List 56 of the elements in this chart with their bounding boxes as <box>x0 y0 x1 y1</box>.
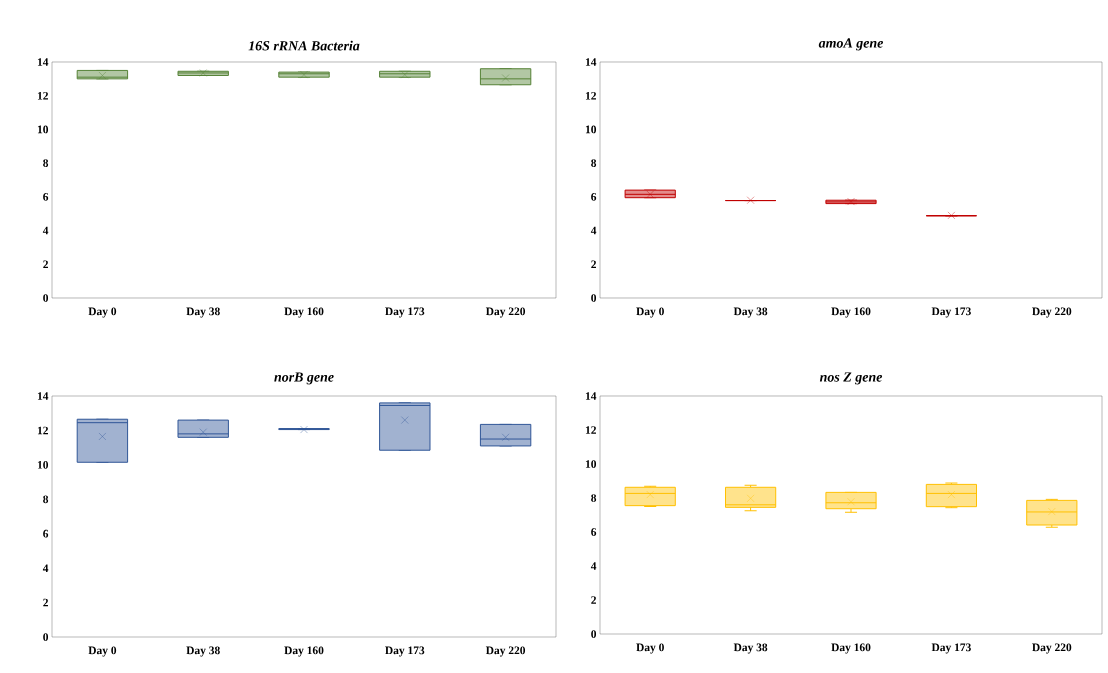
y-tick-label: 0 <box>591 630 597 638</box>
x-tick-label: Day 220 <box>1032 643 1072 654</box>
y-tick-label: 12 <box>37 91 48 100</box>
x-tick-label: Day 38 <box>733 643 768 654</box>
x-tick-label: Day 220 <box>485 646 526 657</box>
y-tick-label: 10 <box>37 461 49 469</box>
x-tick-label: Day 160 <box>284 646 324 657</box>
x-tick-label: Day 173 <box>385 307 425 318</box>
y-tick-label: 4 <box>590 226 597 235</box>
y-tick-label: 4 <box>42 564 49 572</box>
x-tick-label: Day 38 <box>186 307 220 318</box>
y-tick-label: 12 <box>585 91 596 100</box>
x-tick-label: Day 173 <box>385 646 425 657</box>
y-tick-label: 10 <box>37 125 49 134</box>
x-tick-label: Day 38 <box>186 646 220 657</box>
y-tick-label: 10 <box>585 125 597 134</box>
x-tick-label: Day 38 <box>733 307 768 318</box>
y-tick-label: 14 <box>37 58 49 66</box>
chart-title: 16S rRNA Bacteria <box>248 40 360 51</box>
y-tick-label: 2 <box>591 596 596 604</box>
x-tick-label: Day 160 <box>831 643 871 654</box>
chart-title: amoA gene <box>818 38 884 51</box>
y-tick-label: 14 <box>585 58 597 66</box>
x-tick-label: Day 0 <box>88 646 117 657</box>
x-tick-label: Day 173 <box>931 307 971 318</box>
y-tick-label: 8 <box>43 495 49 504</box>
y-tick-label: 14 <box>37 392 49 400</box>
y-tick-label: 2 <box>43 598 48 607</box>
y-tick-label: 12 <box>585 426 596 434</box>
y-tick-label: 0 <box>43 294 49 302</box>
y-tick-label: 0 <box>591 294 597 302</box>
y-tick-label: 6 <box>43 193 49 201</box>
x-tick-label: Day 220 <box>485 307 526 318</box>
y-tick-label: 4 <box>42 226 49 235</box>
y-tick-label: 14 <box>585 392 597 400</box>
x-tick-label: Day 173 <box>931 643 971 654</box>
y-tick-label: 6 <box>43 529 49 538</box>
y-tick-label: 6 <box>591 528 597 536</box>
y-tick-label: 8 <box>591 494 597 502</box>
chart-title: norB gene <box>274 372 334 385</box>
y-tick-label: 6 <box>591 193 597 201</box>
y-tick-label: 4 <box>590 562 597 570</box>
chart-title: nos Z gene <box>819 372 883 385</box>
y-tick-label: 8 <box>591 159 597 167</box>
x-tick-label: Day 0 <box>88 307 117 318</box>
x-tick-label: Day 160 <box>284 307 324 318</box>
y-tick-label: 2 <box>43 260 48 269</box>
x-tick-label: Day 160 <box>831 307 871 318</box>
x-tick-label: Day 0 <box>636 307 664 318</box>
x-tick-label: Day 220 <box>1032 307 1072 318</box>
y-tick-label: 2 <box>591 260 596 269</box>
y-tick-label: 8 <box>43 159 49 167</box>
y-tick-label: 12 <box>37 426 48 435</box>
y-tick-label: 10 <box>585 460 597 468</box>
y-tick-label: 0 <box>43 633 49 641</box>
x-tick-label: Day 0 <box>636 643 664 654</box>
